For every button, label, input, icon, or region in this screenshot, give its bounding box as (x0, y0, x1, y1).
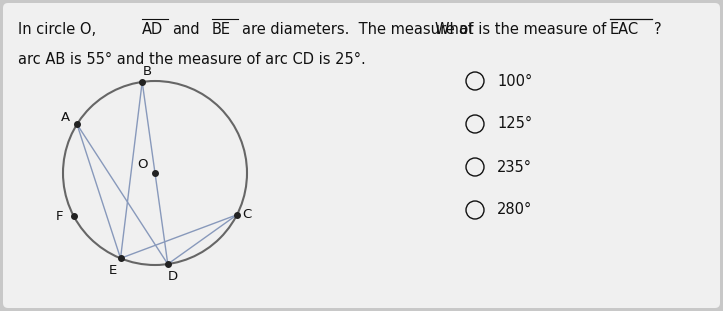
Text: C: C (242, 208, 252, 221)
Text: A: A (61, 111, 69, 124)
Text: What is the measure of: What is the measure of (435, 21, 607, 36)
Text: O: O (138, 159, 148, 171)
Text: B: B (142, 65, 152, 78)
FancyBboxPatch shape (3, 3, 720, 308)
Text: BE: BE (212, 21, 231, 36)
Text: F: F (56, 210, 64, 223)
Text: and: and (172, 21, 200, 36)
Text: 100°: 100° (497, 73, 532, 89)
Text: In circle O,: In circle O, (18, 21, 96, 36)
Text: D: D (168, 270, 178, 283)
Text: 235°: 235° (497, 160, 532, 174)
Text: ?: ? (654, 21, 662, 36)
Text: 125°: 125° (497, 117, 532, 132)
Text: are diameters.  The measure of: are diameters. The measure of (242, 21, 474, 36)
Text: 280°: 280° (497, 202, 532, 217)
Text: arc AB is 55° and the measure of arc CD is 25°.: arc AB is 55° and the measure of arc CD … (18, 52, 366, 67)
Text: EAC: EAC (610, 21, 639, 36)
Text: E: E (108, 264, 116, 277)
Text: AD: AD (142, 21, 163, 36)
